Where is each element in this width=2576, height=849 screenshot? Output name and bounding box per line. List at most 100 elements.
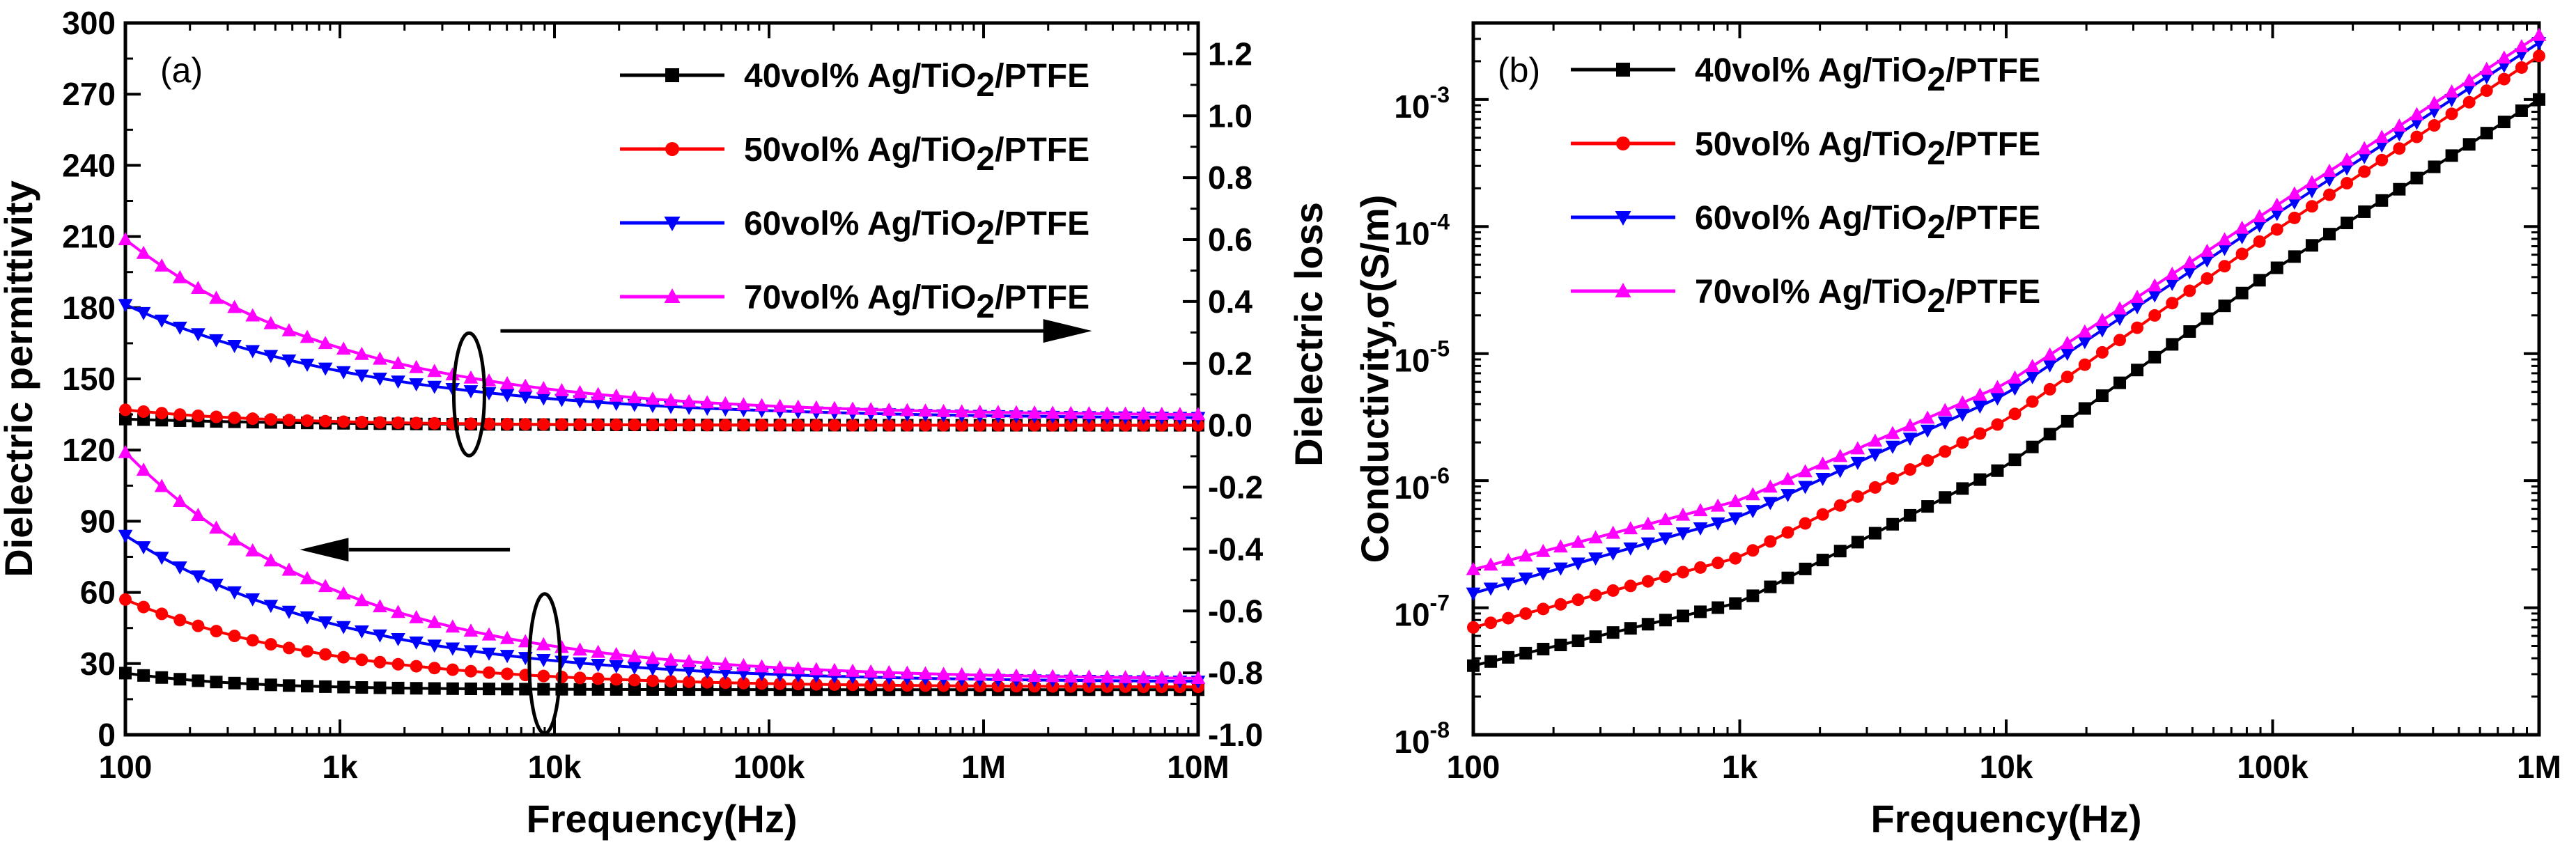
- a-series-3-permittivity-point-51: [1045, 669, 1060, 683]
- a-series-1-loss-point-53: [1083, 419, 1096, 432]
- a-series-1-permittivity-point-18: [446, 663, 459, 676]
- a-series-1-loss-point-54: [1101, 419, 1114, 432]
- a-series-2-loss-point-15: [391, 375, 405, 389]
- a-series-3-loss-point-29: [645, 391, 660, 405]
- b-y-tick-label-0: 10-8: [1394, 717, 1450, 760]
- a-series-0-permittivity-point-28: [628, 683, 641, 696]
- a-series-3-loss-point-22: [518, 378, 533, 392]
- b-series-0-point-54: [2410, 171, 2423, 185]
- a-series-3-loss-point-10: [300, 329, 315, 343]
- b-series-2-point-27: [1937, 416, 1953, 430]
- a-series-1-loss-point-13: [355, 416, 368, 429]
- b-series-2-point-50: [2339, 162, 2354, 176]
- b-series-1-point-30: [1991, 418, 2004, 431]
- b-series-0-point-8: [1606, 626, 1620, 639]
- a-series-3-loss-point-1: [136, 245, 151, 259]
- b-series-3-point-55: [2427, 95, 2442, 109]
- a-series-3-loss-point-0: [118, 232, 133, 246]
- a-series-2-permittivity-point-5: [209, 578, 224, 592]
- b-x-tick-label-3: 100k: [2237, 749, 2309, 785]
- a-series-2-permittivity-point-2: [154, 552, 169, 566]
- a-series-2-loss-point-23: [536, 392, 551, 406]
- b-series-3-point-42: [2200, 243, 2214, 257]
- b-series-3-point-8: [1606, 525, 1621, 539]
- a-series-1-loss-point-34: [737, 419, 750, 432]
- a-series-0-permittivity-point-3: [173, 673, 187, 686]
- a-series-1-permittivity-point-37: [791, 678, 805, 691]
- b-series-1-point-35: [2078, 358, 2091, 371]
- a-series-2-permittivity-point-33: [718, 667, 733, 680]
- a-series-3-permittivity-point-48: [991, 668, 1006, 681]
- b-series-1-point-25: [1904, 463, 1917, 476]
- b-series-0-point-53: [2393, 182, 2406, 196]
- b-series-3-point-3: [1518, 548, 1533, 562]
- a-series-1-loss-point-22: [519, 418, 532, 431]
- b-series-2-point-31: [2008, 382, 2022, 396]
- a-series-1-loss-point-47: [973, 419, 986, 432]
- panel-a-annotations: [300, 319, 1092, 735]
- a-series-3-loss-point-35: [754, 398, 769, 412]
- a-series-2-permittivity-point-7: [245, 593, 261, 607]
- b-series-2-point-25: [1902, 433, 1918, 446]
- a-series-1-loss-point-25: [573, 418, 587, 431]
- b-series-1-point-61: [2533, 49, 2545, 63]
- a-series-2-permittivity-point-10: [300, 611, 315, 625]
- b-series-3: [1466, 27, 2547, 575]
- a-series-0-permittivity-point-20: [483, 683, 496, 696]
- b-series-2-point-28: [1955, 408, 1970, 422]
- b-legend-label-1: 50vol% Ag/TiO2/PTFE: [1695, 126, 2040, 172]
- a-series-2-permittivity-point-24: [554, 655, 569, 669]
- b-series-0-point-58: [2480, 127, 2493, 140]
- a-series-2-permittivity-point-32: [699, 665, 715, 679]
- b-series-3-point-9: [1623, 521, 1638, 535]
- a-series-1-permittivity-point-20: [483, 666, 496, 679]
- b-series-1-point-22: [1851, 490, 1864, 503]
- b-series-1-point-57: [2462, 95, 2476, 109]
- b-series-3-point-2: [1500, 552, 1516, 566]
- a-series-1-loss-point-39: [828, 419, 841, 432]
- a-y-left-tick-label-2: 60: [80, 575, 116, 611]
- a-series-1-permittivity-point-42: [883, 678, 896, 692]
- b-series-2-point-4: [1535, 567, 1551, 581]
- a-series-3-loss-point-52: [1063, 405, 1078, 419]
- b-series-1-point-49: [2323, 188, 2336, 201]
- a-series-2-loss-point-6: [227, 340, 242, 353]
- a-series-2-loss-point-11: [318, 362, 333, 376]
- b-series-0-point-41: [2183, 325, 2196, 338]
- a-series-2-permittivity-point-21: [499, 650, 515, 664]
- b-series-2-point-13: [1693, 522, 1708, 536]
- b-series-1-point-54: [2410, 130, 2423, 143]
- a-series-2-loss-point-21: [499, 389, 515, 403]
- b-series-2-point-20: [1815, 472, 1830, 486]
- a-series-3-permittivity-point-45: [936, 667, 951, 680]
- b-series-3-point-57: [2462, 72, 2477, 86]
- panel-b-ticks: 100 1k 10k 100k 1M 10-8 10-7 10-6 10-5 10-4 10-3: [1394, 22, 2561, 785]
- a-series-1-permittivity-point-35: [755, 677, 768, 690]
- b-series-0-point-11: [1659, 614, 1672, 627]
- a-series-1-permittivity-point-9: [282, 641, 295, 655]
- a-series-1-loss-point-10: [301, 414, 314, 428]
- b-series-1-point-21: [1833, 499, 1847, 512]
- a-series-3-loss-point-21: [499, 376, 515, 389]
- a-series-3-permittivity-point-11: [318, 579, 333, 593]
- b-series-2-point-39: [2147, 289, 2162, 303]
- a-series-1-permittivity-point-33: [719, 676, 732, 690]
- b-series-1-point-56: [2445, 107, 2458, 120]
- a-series-0-loss-point-0: [119, 412, 132, 426]
- b-series-0-point-24: [1886, 517, 1899, 531]
- a-series-3-permittivity-point-53: [1082, 669, 1096, 683]
- b-series-3-point-37: [2112, 301, 2127, 315]
- b-series-3-point-11: [1658, 512, 1673, 526]
- b-series-2-point-43: [2217, 242, 2232, 256]
- a-series-3-loss-point-18: [445, 367, 460, 381]
- b-series-2-point-17: [1763, 497, 1778, 511]
- a-y-right-tick-label-10: 1.0: [1208, 98, 1252, 134]
- a-series-3-loss-point-51: [1045, 405, 1060, 419]
- a-series-3-permittivity-point-37: [791, 661, 806, 675]
- a-series-3-loss-point-19: [463, 370, 479, 384]
- b-series-2-point-23: [1868, 449, 1883, 462]
- a-series-2-permittivity-point-0: [118, 529, 133, 543]
- a-series-1-permittivity-point-25: [573, 671, 587, 685]
- a-series-3-permittivity-point-31: [681, 654, 697, 667]
